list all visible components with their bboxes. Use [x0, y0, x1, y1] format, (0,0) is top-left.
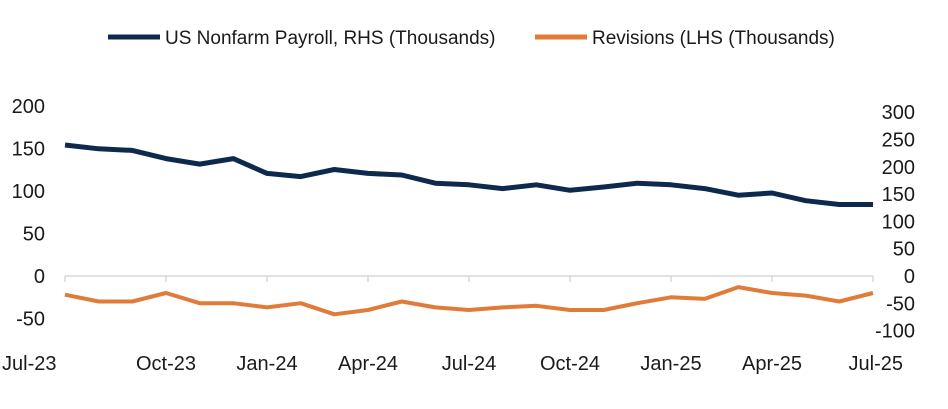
right-tick-label: 200 — [882, 157, 915, 179]
series-revisions — [64, 285, 874, 317]
left-tick-label: 50 — [23, 224, 45, 246]
legend: US Nonfarm Payroll, RHS (Thousands) Revi… — [108, 28, 835, 49]
x-tick-label: Jul-25 — [849, 353, 903, 375]
x-tick-label: Jan-25 — [640, 353, 701, 375]
right-tick-label: 50 — [893, 239, 915, 261]
right-axis-ticks: 300 250 200 150 100 50 0 -50 -100 — [875, 102, 915, 342]
legend-label-revisions: Revisions (LHS (Thousands) — [592, 28, 835, 49]
left-tick-label: 0 — [34, 266, 45, 288]
x-tick-label: Jul-24 — [442, 353, 496, 375]
right-tick-label: 100 — [882, 211, 915, 233]
x-tick-label: Apr-25 — [742, 353, 802, 375]
legend-item-revisions: Revisions (LHS (Thousands) — [535, 28, 835, 49]
series-layer — [64, 142, 874, 317]
left-tick-label: 200 — [12, 96, 45, 118]
right-tick-label: 300 — [882, 102, 915, 124]
x-axis-tick-marks — [64, 276, 874, 282]
x-tick-label: Jul-23 — [2, 353, 56, 375]
right-tick-label: -100 — [875, 321, 915, 343]
series-payroll — [64, 142, 874, 207]
left-tick-label: 100 — [12, 181, 45, 203]
x-tick-label: Oct-23 — [136, 353, 196, 375]
left-tick-label: 150 — [12, 139, 45, 161]
x-axis-labels: Jul-23 Oct-23 Jan-24 Apr-24 Jul-24 Oct-24 Jan-… — [2, 353, 903, 375]
legend-item-payroll: US Nonfarm Payroll, RHS (Thousands) — [108, 28, 496, 49]
right-tick-label: 250 — [882, 130, 915, 152]
series-line-revisions — [64, 285, 874, 317]
right-tick-label: 150 — [882, 184, 915, 206]
x-tick-label: Oct-24 — [540, 353, 600, 375]
x-tick-label: Apr-24 — [338, 353, 398, 375]
x-tick-label: Jan-24 — [236, 353, 297, 375]
right-tick-label: 0 — [904, 266, 915, 288]
right-tick-label: -50 — [886, 293, 915, 315]
legend-label-payroll: US Nonfarm Payroll, RHS (Thousands) — [165, 28, 496, 49]
left-axis-ticks: 200 150 100 50 0 -50 — [12, 96, 45, 331]
series-line-payroll — [64, 142, 873, 207]
left-tick-label: -50 — [16, 309, 45, 331]
